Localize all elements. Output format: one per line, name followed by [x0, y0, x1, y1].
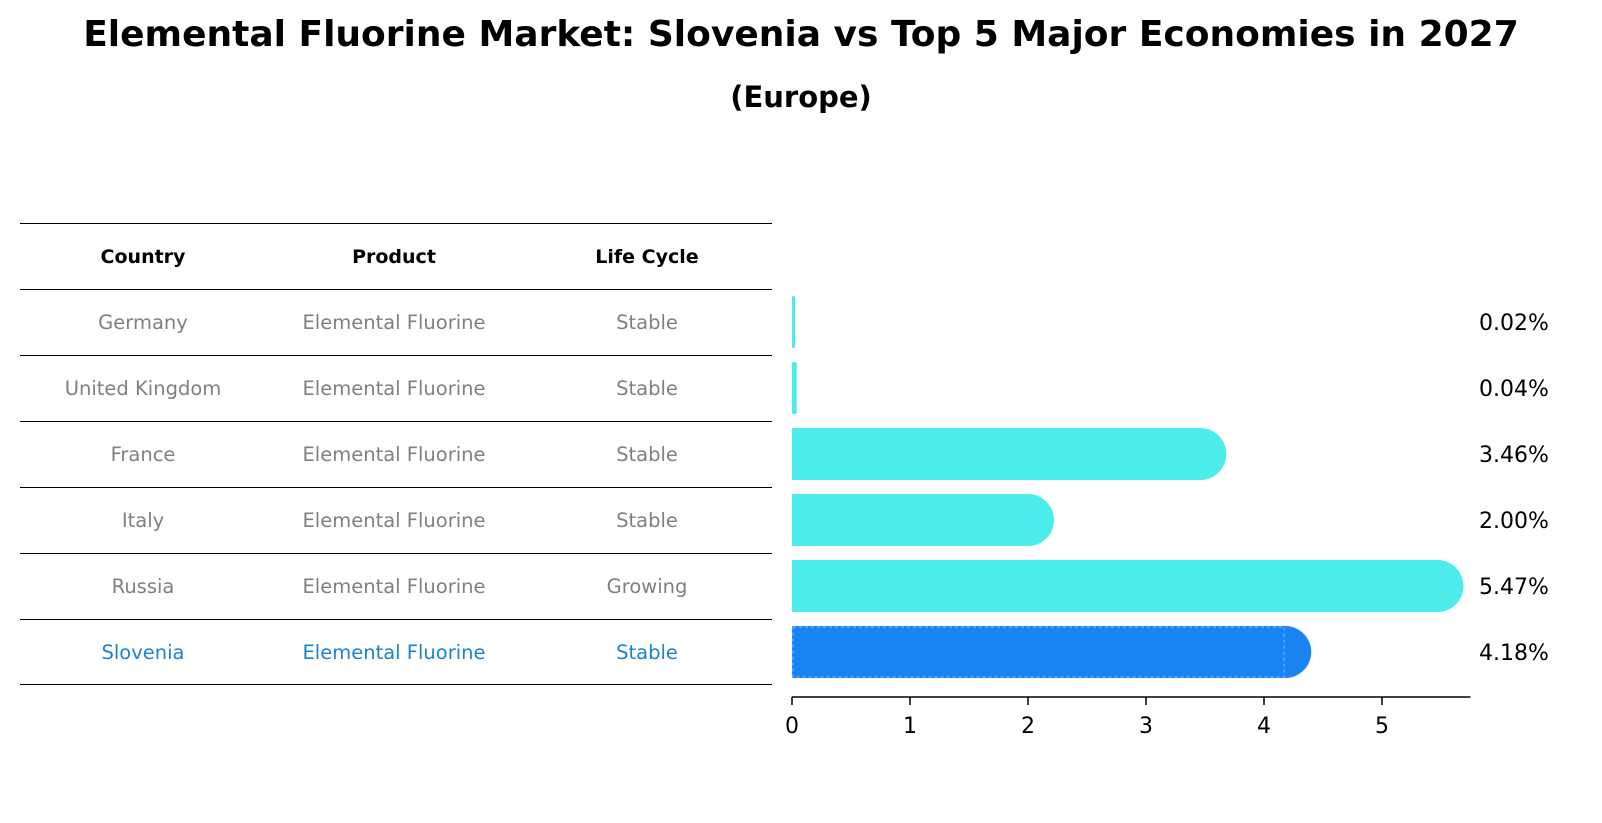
x-tick-label: 1	[903, 714, 917, 739]
table-row: Russia Elemental Fluorine Growing	[20, 553, 772, 619]
value-label: 0.04%	[1479, 377, 1549, 402]
x-tick-label: 2	[1021, 714, 1035, 739]
bar	[792, 626, 1286, 678]
product-cell: Elemental Fluorine	[302, 509, 486, 532]
x-tick-label: 4	[1257, 714, 1271, 739]
header-country: Country	[100, 245, 186, 268]
product-cell: Elemental Fluorine	[302, 377, 486, 400]
life-cycle-cell: Growing	[606, 575, 688, 598]
bar-cap	[1174, 428, 1227, 480]
bar	[792, 296, 795, 348]
chart-title: Elemental Fluorine Market: Slovenia vs T…	[83, 14, 1519, 55]
country-cell: France	[110, 443, 176, 466]
value-label: 2.00%	[1479, 509, 1549, 534]
x-tick-label: 3	[1139, 714, 1153, 739]
country-cell: Slovenia	[101, 640, 185, 664]
bar	[792, 560, 1438, 612]
life-cycle-cell: Stable	[616, 311, 678, 334]
product-cell: Elemental Fluorine	[302, 443, 486, 466]
product-cell: Elemental Fluorine	[302, 311, 486, 334]
country-cell: Germany	[98, 311, 188, 334]
header-product: Product	[352, 245, 436, 268]
chart-subtitle: (Europe)	[730, 80, 872, 114]
table-row: Italy Elemental Fluorine Stable	[20, 487, 772, 553]
value-label: 3.46%	[1479, 443, 1549, 468]
value-label: 4.18%	[1479, 641, 1549, 666]
table-row: France Elemental Fluorine Stable	[20, 421, 772, 487]
table-row-highlight: Slovenia Elemental Fluorine Stable	[20, 619, 772, 685]
value-label: 5.47%	[1479, 575, 1549, 600]
bar-cap	[1002, 494, 1054, 546]
life-cycle-cell: Stable	[616, 443, 678, 466]
country-cell: United Kingdom	[64, 377, 222, 400]
x-tick-label: 0	[785, 714, 799, 739]
life-cycle-cell: Stable	[616, 377, 678, 400]
value-label: 0.02%	[1479, 311, 1549, 336]
bar	[792, 494, 1028, 546]
table-row: Germany Elemental Fluorine Stable	[20, 289, 772, 355]
country-cell: Italy	[121, 509, 165, 532]
product-cell: Elemental Fluorine	[302, 575, 486, 598]
bar	[792, 362, 797, 414]
bar-cap	[1259, 626, 1312, 678]
header-life-cycle: Life Cycle	[595, 245, 699, 268]
country-cell: Russia	[111, 575, 175, 598]
bar-cap	[1411, 560, 1464, 612]
life-cycle-cell: Stable	[616, 509, 678, 532]
table-header-row: Country Product Life Cycle	[20, 223, 772, 289]
x-tick-label: 5	[1375, 714, 1389, 739]
product-cell: Elemental Fluorine	[302, 640, 486, 664]
table-row: United Kingdom Elemental Fluorine Stable	[20, 355, 772, 421]
info-table: Country Product Life Cycle Germany Eleme…	[20, 223, 772, 685]
life-cycle-cell: Stable	[616, 640, 678, 664]
bar	[792, 428, 1201, 480]
bar-highlight-outline	[792, 626, 1285, 678]
